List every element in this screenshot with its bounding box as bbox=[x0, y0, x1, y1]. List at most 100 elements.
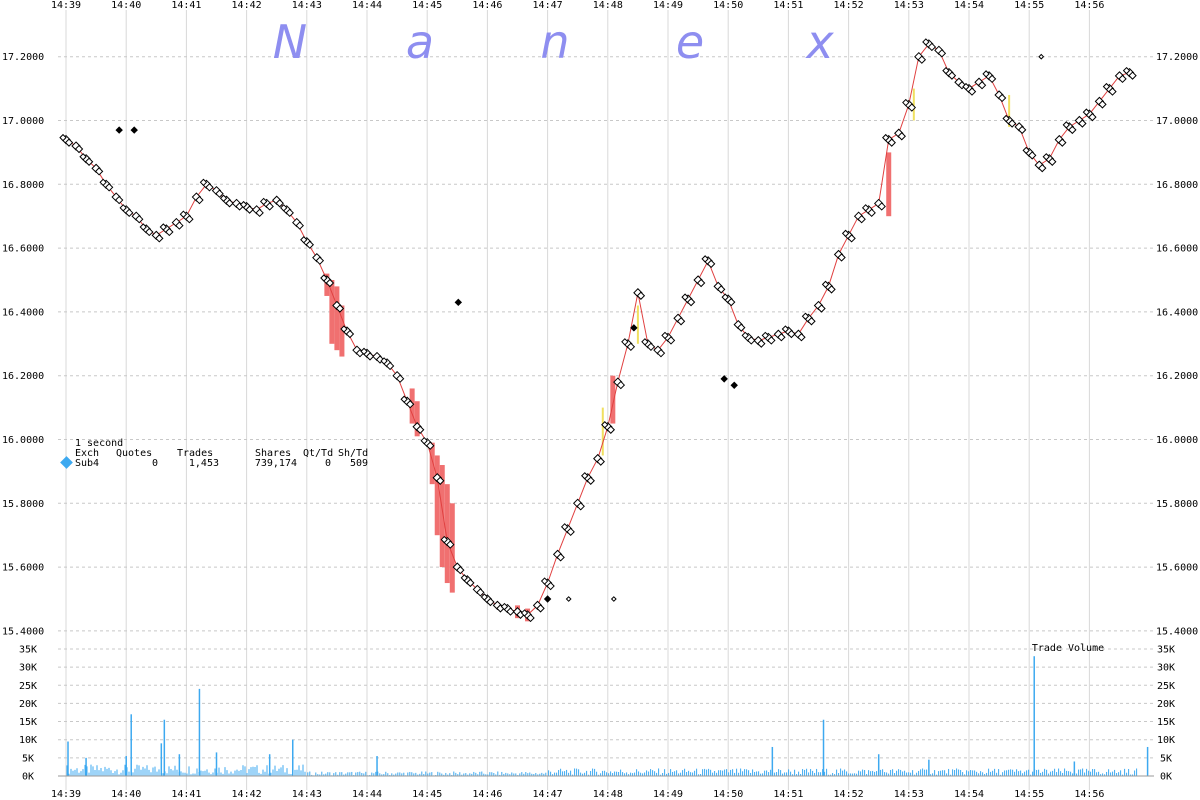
x-tick-label-top: 14:39 bbox=[51, 0, 81, 11]
trade-point bbox=[902, 98, 910, 107]
x-tick-label-bottom: 14:53 bbox=[894, 789, 924, 800]
trade-point bbox=[761, 331, 770, 340]
trade-point bbox=[320, 274, 328, 282]
x-tick-label-top: 14:48 bbox=[593, 0, 623, 11]
x-tick-label-top: 14:41 bbox=[171, 0, 201, 11]
trade-point bbox=[340, 325, 348, 333]
trade-point bbox=[64, 138, 74, 147]
trade-point bbox=[726, 297, 736, 307]
trade-point bbox=[942, 66, 950, 75]
x-tick-label-top: 14:54 bbox=[954, 0, 984, 11]
trade-point bbox=[225, 199, 234, 208]
trade-point bbox=[606, 425, 616, 434]
trade-point bbox=[460, 574, 469, 582]
trade-point bbox=[436, 476, 445, 485]
volume-y-tick-right: 5K bbox=[1160, 753, 1172, 764]
trade-point bbox=[155, 234, 164, 243]
trade-markers bbox=[59, 38, 1137, 623]
trade-point bbox=[456, 565, 465, 575]
x-tick-label-bottom: 14:50 bbox=[713, 789, 743, 800]
x-tick-label-bottom: 14:52 bbox=[834, 789, 864, 800]
trade-point bbox=[1068, 125, 1077, 135]
x-tick-label-top: 14:45 bbox=[412, 0, 442, 11]
x-tick-label-bottom: 14:45 bbox=[412, 789, 442, 800]
y-tick-label-left: 16.6000 bbox=[2, 244, 44, 255]
y-tick-label-right: 16.0000 bbox=[1156, 435, 1198, 446]
trade-point bbox=[104, 183, 114, 192]
quote-range-accent bbox=[636, 305, 639, 344]
trade-point bbox=[997, 93, 1007, 103]
small-trade-point bbox=[610, 596, 617, 602]
trade-point bbox=[500, 602, 509, 611]
trade-point bbox=[967, 87, 977, 96]
trade-point bbox=[841, 229, 850, 238]
trade-point bbox=[405, 400, 415, 409]
info-qt-td-value: 0 bbox=[325, 458, 331, 469]
trade-point bbox=[646, 342, 656, 352]
trade-point bbox=[466, 578, 475, 588]
x-tick-label-bottom: 14:44 bbox=[352, 789, 382, 800]
y-tick-label-right: 17.2000 bbox=[1156, 52, 1198, 63]
volume-bars bbox=[58, 656, 1154, 777]
outlier-trade-point bbox=[454, 298, 463, 307]
y-tick-label-left: 15.6000 bbox=[2, 563, 44, 574]
trade-point bbox=[1098, 100, 1107, 109]
quote-range-band bbox=[449, 503, 455, 593]
trade-point bbox=[696, 278, 706, 288]
quote-range-band bbox=[439, 465, 445, 568]
trade-point bbox=[195, 195, 204, 205]
trade-point bbox=[1118, 74, 1127, 84]
trade-point bbox=[586, 476, 595, 485]
trade-point bbox=[661, 331, 669, 340]
volume-y-tick-right: 10K bbox=[1157, 735, 1175, 746]
outlier-trade-point bbox=[720, 375, 728, 383]
x-tick-label-top: 14:53 bbox=[894, 0, 924, 11]
brand-letter: N bbox=[273, 15, 307, 69]
trade-point bbox=[581, 472, 589, 480]
y-tick-label-left: 16.0000 bbox=[2, 435, 44, 446]
quote-range-band bbox=[414, 401, 420, 437]
trade-point bbox=[300, 236, 308, 244]
brand-letter: e bbox=[676, 15, 704, 69]
x-tick-label-bottom: 14:47 bbox=[533, 789, 563, 800]
x-tick-label-top: 14:47 bbox=[533, 0, 563, 11]
trade-point bbox=[1122, 66, 1131, 75]
trade-point bbox=[907, 103, 917, 112]
trade-point bbox=[420, 436, 428, 445]
quote-range-accent bbox=[1008, 94, 1011, 127]
trade-point bbox=[285, 208, 294, 218]
trade-point bbox=[797, 333, 806, 342]
info-header-shares: Shares bbox=[255, 448, 291, 459]
trade-point bbox=[99, 178, 107, 187]
y-tick-label-left: 17.0000 bbox=[2, 116, 44, 127]
small-trade-point bbox=[565, 596, 572, 602]
volume-y-tick-left: 20K bbox=[19, 699, 37, 710]
trade-point bbox=[385, 361, 395, 371]
trade-point bbox=[847, 234, 856, 243]
outlier-trade-point bbox=[130, 126, 138, 134]
y-tick-label-right: 15.8000 bbox=[1156, 499, 1198, 510]
trade-point bbox=[937, 49, 947, 58]
y-tick-label-right: 16.2000 bbox=[1156, 371, 1198, 382]
trade-point bbox=[676, 317, 686, 326]
quote-range-band bbox=[334, 286, 340, 351]
trade-point bbox=[255, 208, 264, 218]
trade-point bbox=[626, 342, 636, 352]
info-panel: 1 second Exch Quotes Trades Shares Qt/Td… bbox=[60, 438, 368, 469]
x-tick-label-bottom: 14:46 bbox=[472, 789, 502, 800]
trade-point bbox=[947, 71, 957, 80]
trade-point bbox=[566, 527, 575, 537]
info-quotes-value: 0 bbox=[152, 458, 158, 469]
trade-point bbox=[616, 380, 626, 390]
trade-point bbox=[486, 597, 495, 607]
trade-point bbox=[801, 312, 810, 320]
x-tick-label-top: 14:44 bbox=[352, 0, 382, 11]
trade-point bbox=[480, 593, 489, 601]
x-tick-label-bottom: 14:56 bbox=[1074, 789, 1104, 800]
trade-point bbox=[917, 55, 927, 64]
y-tick-label-right: 16.6000 bbox=[1156, 244, 1198, 255]
quote-range-accent bbox=[912, 88, 915, 121]
x-tick-label-bottom: 14:41 bbox=[171, 789, 201, 800]
